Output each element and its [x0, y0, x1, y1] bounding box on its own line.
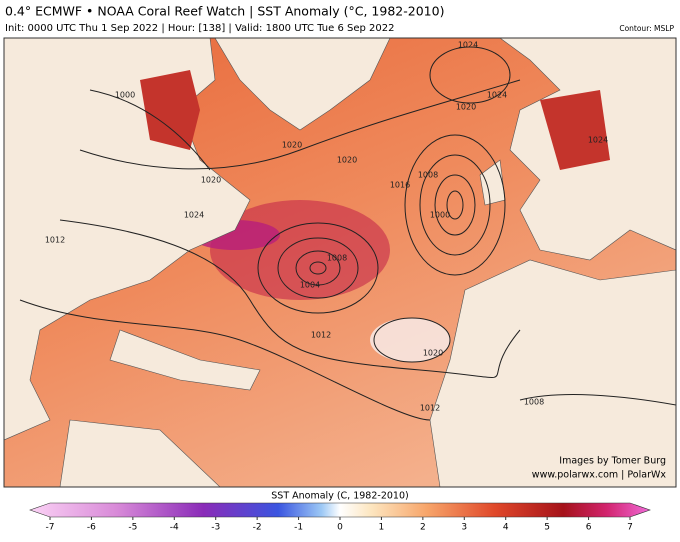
contour-label: 1024: [487, 91, 507, 100]
credit: Images by Tomer Burg: [559, 456, 666, 467]
colorbar-tick-label: 4: [503, 523, 509, 533]
colorbar-tick-label: -5: [128, 523, 137, 533]
contour-label: 1024: [588, 136, 608, 145]
colorbar-title: SST Anomaly (C, 1982-2010): [271, 491, 408, 502]
contour-label: 1016: [390, 181, 410, 190]
contour-label: 1020: [282, 141, 302, 150]
contour-label: 1000: [430, 211, 450, 220]
contour-note: Contour: MSLP: [619, 24, 674, 33]
contour-label: 1024: [458, 41, 478, 50]
contour-label: 1008: [327, 254, 347, 263]
colorbar-tick-label: -6: [87, 523, 96, 533]
colorbar-tick-label: 5: [544, 523, 550, 533]
isobars: [19, 46, 676, 421]
colorbar-tick-label: -4: [170, 523, 179, 533]
contour-label: 1012: [45, 236, 65, 245]
contour-label: 1000: [115, 91, 135, 100]
colorbar-tick-label: 7: [627, 523, 633, 533]
subtitle: Init: 0000 UTC Thu 1 Sep 2022 | Hour: [1…: [5, 23, 395, 34]
colorbar-tick-label: 3: [461, 523, 467, 533]
contour-label: 1012: [420, 404, 440, 413]
south-america: [59, 419, 221, 487]
colorbar-tick-label: 6: [586, 523, 592, 533]
contour-label: 1020: [201, 176, 221, 185]
map-frame: [3, 37, 677, 488]
colorbar-tick-label: -1: [294, 523, 303, 533]
map: [4, 38, 676, 487]
baltic-warm: [540, 90, 610, 170]
colorbar-tick-label: -2: [253, 523, 262, 533]
contour-label: 1020: [423, 349, 443, 358]
greenland: [214, 38, 391, 131]
colorbar: [29, 502, 651, 518]
colorbar-tick-label: 2: [420, 523, 426, 533]
colorbar-tick-label: 0: [337, 523, 343, 533]
contour-label: 1024: [184, 211, 204, 220]
africa: [429, 259, 676, 487]
title: 0.4° ECMWF • NOAA Coral Reef Watch | SST…: [5, 4, 444, 19]
cool-anomaly: [370, 318, 450, 362]
colorbar-tick-label: -3: [211, 523, 220, 533]
contour-label: 1008: [524, 398, 544, 407]
contour-label: 1008: [418, 171, 438, 180]
contour-label: 1020: [337, 156, 357, 165]
colorbar-tick-label: -7: [46, 523, 55, 533]
caribbean: [109, 329, 261, 391]
credit: www.polarwx.com | PolarWx: [532, 470, 667, 481]
contour-label: 1020: [456, 103, 476, 112]
colorbar-tick-label: 1: [379, 523, 385, 533]
contour-label: 1004: [300, 281, 320, 290]
contour-label: 1012: [311, 331, 331, 340]
baffin-warm: [140, 70, 200, 150]
